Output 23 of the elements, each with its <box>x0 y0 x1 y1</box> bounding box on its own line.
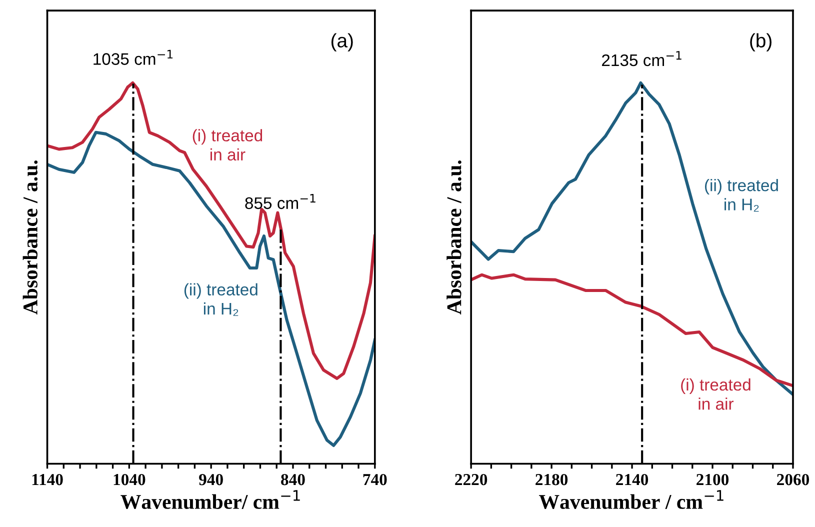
y-axis-title: Absorbance / a.u. <box>22 160 38 314</box>
series-label: (ii) treated in H₂ <box>184 283 258 316</box>
ref-line-label: 1035 cm$^{−1}$ <box>94 50 173 65</box>
x-axis-title: Wavenumber / cm$^{−1}$ <box>538 490 724 510</box>
x-tick-label: 740 <box>363 474 387 486</box>
text: (b) <box>750 33 772 52</box>
x-tick-label: 2140 <box>616 474 648 486</box>
x-tick-label: 1140 <box>32 474 63 486</box>
x-tick-label: 1040 <box>114 474 146 486</box>
x-tick-label: 2220 <box>455 474 488 486</box>
ref-line-label: 855 cm$^{−1}$ <box>245 194 316 210</box>
series-label: (ii) treated in H₂ <box>705 179 778 212</box>
x-tick-label: 840 <box>281 474 305 486</box>
y-axis-title: Absorbance / a.u. <box>446 160 462 314</box>
x-tick-label: 2180 <box>536 474 568 486</box>
series-label: (i) treated in air <box>681 378 750 410</box>
text: (a) <box>331 33 353 52</box>
x-axis-title: Wavenumber/ cm$^{−1}$ <box>120 490 300 510</box>
x-tick-label: 2060 <box>777 474 810 486</box>
ref-line-label: 2135 cm$^{−1}$ <box>602 51 682 66</box>
x-tick-label: 940 <box>199 474 223 486</box>
series-label: (i) treated in air <box>192 129 262 161</box>
x-tick-label: 2100 <box>696 474 729 486</box>
